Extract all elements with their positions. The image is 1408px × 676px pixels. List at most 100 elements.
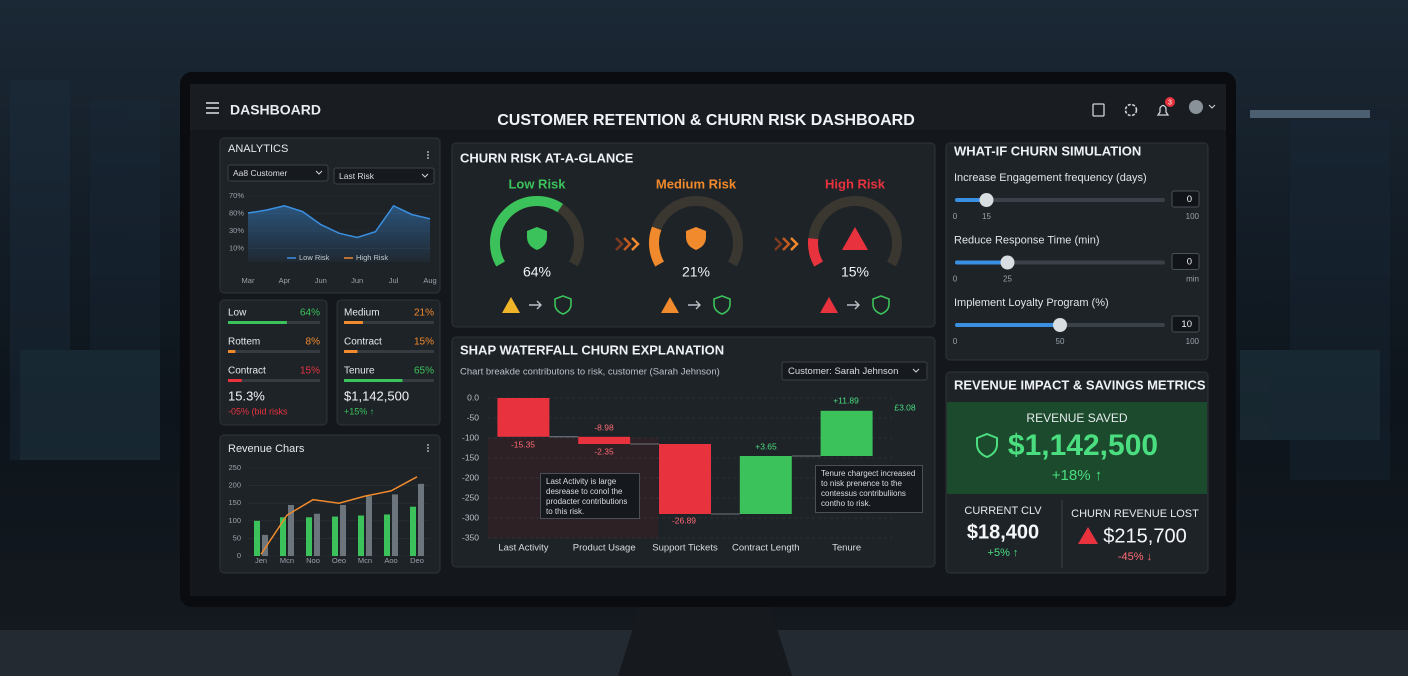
risk-value: 15% (414, 337, 434, 348)
gauge-arc (808, 238, 824, 267)
slider-scale: 50 (1056, 337, 1065, 346)
dropdown-chevron (315, 170, 323, 175)
waterfall-bar (659, 444, 711, 514)
y-tick-label: -200 (462, 472, 479, 482)
saved-value: $1,142,500 (1008, 429, 1158, 462)
risk-bar (228, 321, 287, 324)
waterfall-bar (497, 398, 550, 437)
slider-scale: 100 (1186, 337, 1200, 346)
risk-bar (344, 350, 358, 353)
callout-box: Last Activity is large desrease to conol… (540, 473, 640, 519)
y-tick-label: 50 (233, 533, 241, 542)
bar (262, 534, 268, 556)
slider-input[interactable] (1171, 253, 1200, 270)
line-series (247, 204, 431, 239)
x-tick-label: Apr (279, 276, 291, 285)
saved-delta: +18% ↑ (1052, 467, 1102, 484)
more-icon[interactable] (427, 157, 429, 159)
x-tick-label: Last Activity (498, 543, 548, 554)
y-tick-label: -50 (467, 412, 480, 422)
warning-icon (842, 227, 868, 250)
y-tick-label: -100 (462, 432, 479, 442)
warning-icon (1078, 527, 1098, 544)
more-icon[interactable] (427, 444, 429, 446)
customer-dropdown[interactable] (781, 361, 928, 381)
y-tick-label: 30% (229, 226, 244, 235)
y-tick-label: 0 (237, 551, 241, 560)
settings-icon[interactable] (1124, 103, 1138, 117)
slider-thumb[interactable] (1000, 255, 1015, 270)
risk-bar (344, 321, 363, 324)
notification-icon[interactable] (1156, 104, 1170, 116)
dashboard-title: CUSTOMER RETENTION & CHURN RISK DASHBOAR… (497, 112, 915, 129)
risk-delta: +15% ↑ (344, 406, 374, 416)
risk-label: Medium (344, 308, 380, 319)
annotation: £3.08 (894, 402, 916, 412)
x-tick-label: Jun (351, 276, 363, 285)
more-icon[interactable] (427, 450, 429, 452)
more-icon[interactable] (427, 151, 429, 153)
waterfall-bar (578, 436, 631, 444)
clv-delta: +5% ↑ (988, 547, 1019, 559)
report-icon[interactable] (1092, 103, 1105, 117)
chevron-icon (631, 237, 640, 251)
risk-label: Low (228, 308, 247, 319)
risk-value: 8% (306, 337, 321, 348)
menu-icon[interactable] (206, 102, 219, 114)
slider-input[interactable] (1171, 315, 1200, 333)
annotation: -2.35 (594, 446, 614, 456)
dropdown-chevron (421, 173, 429, 178)
x-tick-label: Aoo (384, 556, 397, 565)
x-tick-label: Mcn (280, 556, 294, 565)
warning-icon (502, 297, 520, 313)
risk-bar (228, 379, 242, 382)
notification-count: 3 (1168, 99, 1172, 106)
warning-icon (661, 297, 679, 313)
bar (384, 514, 390, 556)
shield-check-icon (713, 295, 731, 315)
bar (392, 494, 398, 556)
warning-icon (820, 297, 838, 313)
x-tick-label: Deo (410, 556, 424, 565)
risk-value: 64% (300, 308, 320, 319)
slider-fill (955, 198, 987, 202)
slider-input-value: 0 (1187, 257, 1192, 268)
user-avatar[interactable] (1189, 100, 1203, 114)
slider-fill (955, 260, 1008, 265)
filter-dropdown[interactable] (333, 167, 435, 185)
slider-input[interactable] (1171, 190, 1200, 208)
y-tick-label: -300 (462, 512, 479, 522)
chevron-icon (623, 237, 632, 251)
bar (340, 504, 346, 556)
risk-value: 21% (414, 308, 434, 319)
filter-label: Aa8 Customer (233, 168, 287, 178)
filter-dropdown[interactable] (227, 164, 329, 182)
panel-title: SHAP WATERFALL CHURN EXPLANATION (460, 342, 724, 357)
annotation: -15.35 (511, 439, 535, 449)
lost-label: CHURN REVENUE LOST (1071, 508, 1199, 520)
more-icon[interactable] (427, 154, 429, 156)
risk-bar-track (344, 321, 434, 324)
chevron-icon (615, 237, 624, 251)
more-icon[interactable] (427, 447, 429, 449)
revenue-saved-box (947, 402, 1207, 494)
clv-value: $18,400 (967, 521, 1039, 543)
slider-thumb[interactable] (979, 193, 994, 207)
y-tick-label: 70% (229, 191, 244, 200)
risk-kpi: 15.3% (228, 388, 265, 403)
server-racks (10, 80, 1390, 480)
risk-value: 65% (414, 366, 434, 377)
y-tick-label: -350 (462, 532, 479, 542)
bar (288, 504, 294, 556)
user-menu-chevron[interactable] (1208, 104, 1216, 109)
header-bar (190, 84, 1226, 130)
slider-scale: 15 (982, 212, 991, 221)
callout-text: Last Activity is large desrease to conol… (540, 473, 640, 519)
arrow-icon (529, 300, 542, 310)
risk-label: Rottem (228, 337, 260, 348)
annotation: -8.98 (594, 422, 614, 432)
slider-thumb[interactable] (1053, 318, 1067, 332)
bar (410, 506, 416, 556)
slider-scale: 25 (1003, 275, 1012, 284)
gauge-arc (490, 196, 564, 267)
